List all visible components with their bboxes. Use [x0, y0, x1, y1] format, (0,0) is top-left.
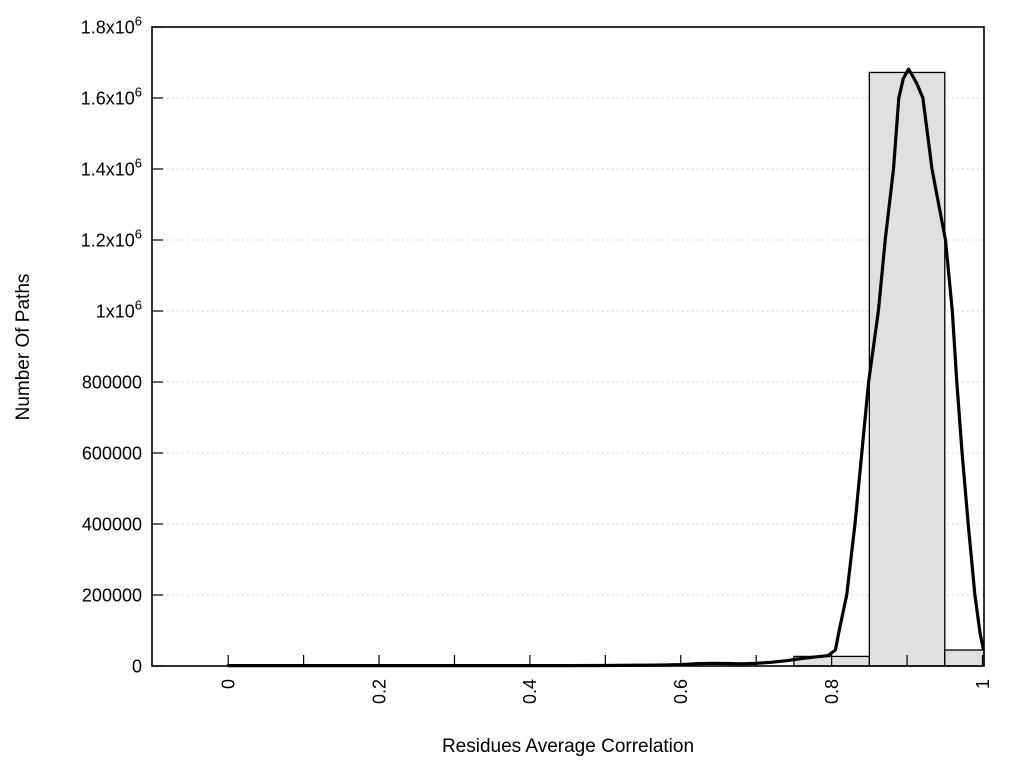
y-tick-label: 1x106 [96, 297, 142, 321]
x-tick-label: 0 [218, 679, 238, 689]
plot-border [151, 26, 985, 667]
x-tick-label: 1 [973, 679, 993, 689]
y-tick-label: 1.8x106 [81, 13, 142, 37]
y-tick-label: 800000 [82, 372, 142, 392]
histogram-bar [944, 649, 985, 667]
x-tick-label: 0.2 [369, 679, 389, 704]
y-tick-label: 0 [132, 656, 142, 676]
x-axis-title: Residues Average Correlation [441, 736, 695, 757]
x-tick-label: 0.4 [520, 679, 540, 704]
y-tick-label: 1.2x106 [81, 226, 142, 250]
y-tick-label: 600000 [82, 443, 142, 463]
y-tick-label: 1.4x106 [81, 155, 142, 179]
histogram-bar [868, 71, 946, 667]
y-tick-label: 400000 [82, 514, 142, 534]
density-curve [226, 67, 985, 668]
y-tick-label: 200000 [82, 585, 142, 605]
x-tick-label: 0.6 [671, 679, 691, 704]
x-tick-label: 0.8 [822, 679, 842, 704]
y-axis-title: Number Of Paths [13, 273, 34, 421]
y-tick-label: 1.6x106 [81, 84, 142, 108]
